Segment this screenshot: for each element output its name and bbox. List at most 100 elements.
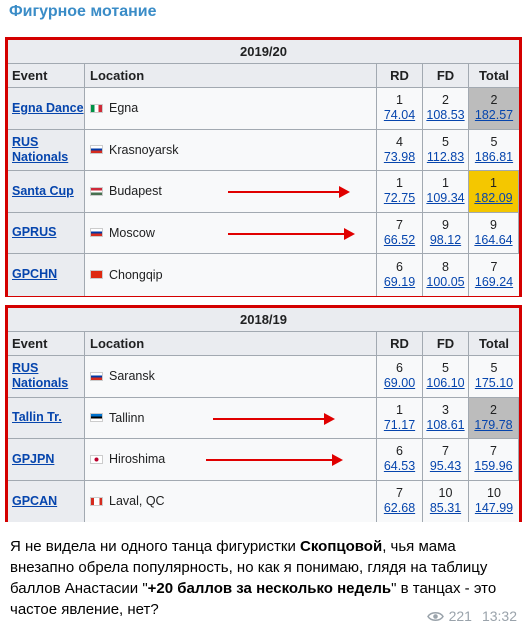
fd-place: 8 — [442, 259, 449, 274]
fd-points-link[interactable]: 100.05 — [426, 274, 465, 289]
table-row: GPCAN Laval, QC 7 62.68 10 85.31 10 147.99 — [8, 480, 519, 522]
rd-place: 7 — [396, 217, 403, 232]
event-cell: GPCHN — [8, 254, 85, 296]
fd-points-link[interactable]: 109.34 — [426, 191, 465, 206]
location-name: Tallinn — [109, 410, 145, 425]
fd-place: 5 — [442, 134, 449, 149]
location-cell: Egna — [85, 88, 377, 129]
total-place: 1 — [490, 176, 497, 191]
total-points-link[interactable]: 164.64 — [474, 232, 513, 247]
event-cell: GPJPN — [8, 439, 85, 480]
fd-points-link[interactable]: 106.10 — [426, 376, 465, 391]
fd-cell: 10 85.31 — [423, 480, 469, 522]
season-title: 2018/19 — [8, 308, 519, 332]
rd-points-link[interactable]: 66.52 — [383, 232, 416, 247]
red-arrow-annotation — [213, 412, 335, 425]
rd-place: 6 — [396, 259, 403, 274]
total-place: 5 — [490, 361, 498, 376]
total-points-link[interactable]: 147.99 — [474, 501, 514, 516]
fd-cell: 7 95.43 — [423, 439, 469, 480]
event-link[interactable]: Santa Cup — [12, 183, 74, 198]
message-text: Я не видела ни одного танца фигуристки С… — [10, 536, 518, 620]
rd-points-link[interactable]: 69.19 — [383, 274, 416, 289]
fd-points-link[interactable]: 108.53 — [426, 108, 465, 123]
total-points-link[interactable]: 159.96 — [474, 459, 513, 474]
event-link[interactable]: RUS Nationals — [12, 361, 69, 391]
table-row: GPJPN Hiroshima 6 64.53 7 95.43 7 159.96 — [8, 439, 519, 481]
fd-place: 10 — [438, 486, 453, 501]
rd-points-link[interactable]: 69.00 — [383, 376, 416, 391]
table-row: RUS Nationals Krasnoyarsk 4 73.98 5 112.83 5 18… — [8, 129, 519, 171]
flag-icon — [90, 371, 103, 381]
header-total: Total — [478, 336, 510, 351]
channel-title[interactable]: Фигурное мотание — [9, 3, 157, 20]
location-name: Hiroshima — [109, 452, 166, 467]
message-meta: 221 13:32 — [426, 608, 517, 624]
header-event: Event — [8, 64, 85, 87]
rd-place: 6 — [396, 361, 403, 376]
total-points-link[interactable]: 175.10 — [474, 376, 514, 391]
rd-points-link[interactable]: 71.17 — [383, 417, 416, 432]
table-row: GPRUS Moscow 7 66.52 9 98.12 9 164.64 — [8, 212, 519, 254]
event-cell: GPRUS — [8, 212, 85, 253]
event-link[interactable]: RUS Nationals — [12, 134, 69, 164]
rd-points-link[interactable]: 64.53 — [383, 459, 416, 474]
fd-points-link[interactable]: 98.12 — [429, 232, 462, 247]
fd-place: 1 — [442, 176, 449, 191]
total-cell: 7 169.24 — [469, 254, 519, 296]
table-row: Tallin Tr. Tallinn 1 71.17 3 108.61 2 179.78 — [8, 397, 519, 439]
fd-cell: 5 106.10 — [423, 356, 469, 397]
total-cell: 5 186.81 — [469, 129, 519, 170]
event-link[interactable]: Egna Dance — [12, 100, 84, 115]
rd-place: 1 — [396, 402, 403, 417]
total-cell: 7 159.96 — [469, 439, 519, 480]
rd-points-link[interactable]: 62.68 — [383, 501, 416, 516]
rd-cell: 6 69.19 — [377, 254, 423, 296]
fd-cell: 8 100.05 — [423, 254, 469, 296]
event-cell: Tallin Tr. — [8, 397, 85, 438]
fd-points-link[interactable]: 85.31 — [429, 501, 462, 516]
location-name: Laval, QC — [109, 494, 165, 509]
total-place: 7 — [490, 444, 497, 459]
flag-icon — [90, 496, 103, 506]
table-row: RUS Nationals Saransk 6 69.00 5 106.10 5 175.10 — [8, 356, 519, 398]
event-cell: RUS Nationals — [8, 129, 85, 170]
fd-points-link[interactable]: 95.43 — [429, 459, 462, 474]
event-cell: GPCAN — [8, 480, 85, 522]
rd-place: 4 — [396, 134, 403, 149]
header-location: Location — [85, 64, 377, 87]
total-points-link[interactable]: 169.24 — [474, 274, 514, 289]
total-place: 9 — [490, 217, 497, 232]
event-link[interactable]: GPCHN — [12, 267, 58, 282]
rd-cell: 4 73.98 — [377, 129, 423, 170]
location-cell: Saransk — [85, 356, 377, 397]
flag-icon — [90, 270, 103, 280]
event-link[interactable]: Tallin Tr. — [12, 410, 62, 425]
eye-icon — [426, 611, 444, 621]
fd-points-link[interactable]: 108.61 — [426, 417, 465, 432]
fd-place: 5 — [442, 361, 449, 376]
rd-points-link[interactable]: 72.75 — [383, 191, 416, 206]
table-row: Egna Dance Egna 1 74.04 2 108.53 2 182.57 — [8, 88, 519, 130]
message-part3: " в танцах - это частое явление, нет? — [10, 580, 497, 618]
total-points-link[interactable]: 182.57 — [474, 108, 514, 123]
location-name: Moscow — [109, 225, 155, 240]
fd-place: 9 — [442, 217, 449, 232]
event-link[interactable]: GPRUS — [12, 225, 57, 240]
total-place: 10 — [487, 486, 501, 501]
total-place: 2 — [490, 402, 497, 417]
header-event: Event — [8, 332, 85, 355]
total-points-link[interactable]: 179.78 — [474, 417, 513, 432]
fd-points-link[interactable]: 112.83 — [426, 149, 465, 164]
total-cell: 10 147.99 — [469, 480, 519, 522]
total-points-link[interactable]: 186.81 — [474, 149, 514, 164]
total-place: 2 — [490, 93, 498, 108]
rd-points-link[interactable]: 74.04 — [383, 108, 416, 123]
rd-place: 1 — [396, 176, 403, 191]
rd-points-link[interactable]: 73.98 — [383, 149, 416, 164]
fd-cell: 9 98.12 — [423, 212, 469, 253]
total-points-link[interactable]: 182.09 — [474, 191, 513, 206]
event-link[interactable]: GPCAN — [12, 493, 58, 508]
event-link[interactable]: GPJPN — [12, 451, 55, 466]
total-cell: 1 182.09 — [469, 171, 519, 212]
